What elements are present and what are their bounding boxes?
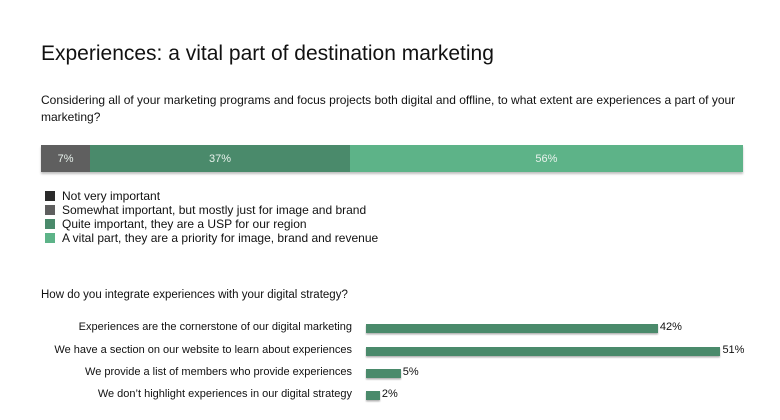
- stacked-segment: 37%: [90, 145, 350, 172]
- data-label: 42%: [659, 321, 682, 333]
- legend-swatch: [45, 205, 55, 215]
- category-label: Experiences are the cornerstone of our d…: [78, 321, 352, 333]
- legend-item: Not very important: [45, 189, 378, 203]
- data-label: 5%: [402, 366, 419, 378]
- legend-item: Somewhat important, but mostly just for …: [45, 203, 378, 217]
- category-label: We provide a list of members who provide…: [85, 366, 352, 378]
- data-label: 2%: [381, 388, 398, 400]
- legend-item: A vital part, they are a priority for im…: [45, 231, 378, 245]
- legend-swatch: [45, 191, 55, 201]
- category-label: We don’t highlight experiences in our di…: [97, 388, 352, 400]
- stacked-segment: 56%: [349, 145, 743, 172]
- bar: [366, 369, 401, 378]
- data-label: 51%: [722, 344, 745, 356]
- legend-label: A vital part, they are a priority for im…: [62, 231, 379, 245]
- legend-swatch: [45, 233, 55, 243]
- legend-swatch: [45, 219, 55, 229]
- question-1: Considering all of your marketing progra…: [41, 93, 736, 124]
- bar: [366, 391, 380, 400]
- category-label: We have a section on our website to lear…: [54, 344, 352, 356]
- stacked-bar: 7% 37% 56%: [41, 145, 743, 172]
- legend-label: Somewhat important, but mostly just for …: [62, 203, 367, 217]
- bar-row: We provide a list of members who provide…: [0, 366, 780, 380]
- bar: [366, 324, 658, 333]
- page-title: Experiences: a vital part of destination…: [41, 42, 494, 65]
- stacked-segment: 7%: [41, 145, 91, 172]
- bar-row: We don’t highlight experiences in our di…: [0, 388, 780, 402]
- legend-label: Quite important, they are a USP for our …: [62, 217, 307, 231]
- legend: Not very important Somewhat important, bu…: [45, 189, 378, 245]
- bar-row: Experiences are the cornerstone of our d…: [0, 321, 780, 335]
- bar-row: We have a section on our website to lear…: [0, 344, 780, 358]
- legend-label: Not very important: [62, 189, 161, 203]
- question-2: How do you integrate experiences with yo…: [41, 289, 348, 301]
- legend-item: Quite important, they are a USP for our …: [45, 217, 378, 231]
- bar: [366, 347, 721, 356]
